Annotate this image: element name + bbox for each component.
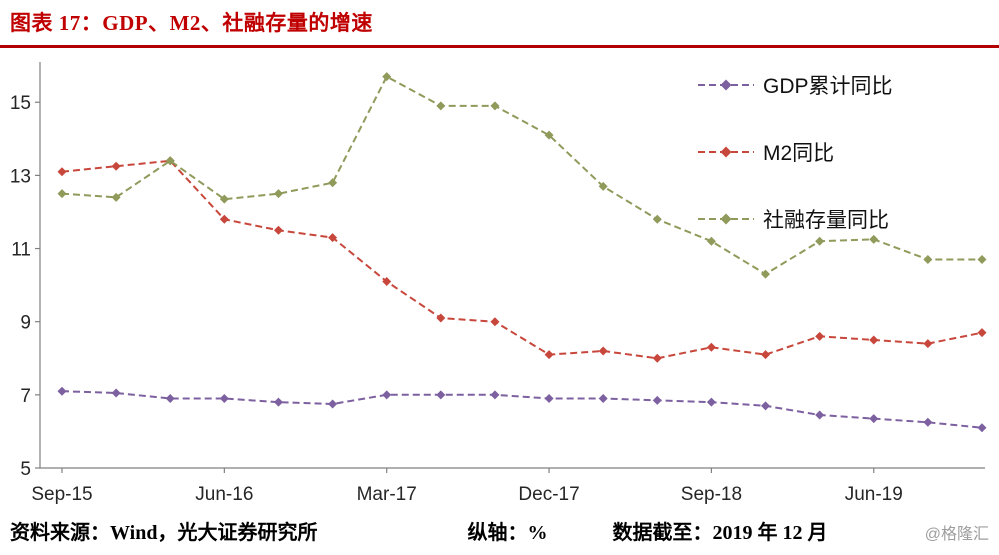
legend-label-gdp: GDP累计同比: [763, 75, 893, 98]
data-point-marker: [165, 394, 175, 404]
data-point-marker: [382, 390, 392, 400]
data-point-marker: [706, 342, 716, 352]
data-point-marker: [815, 331, 825, 341]
legend: GDP累计同比 M2同比 社融存量同比: [698, 70, 893, 234]
y-tick-label: 11: [11, 240, 31, 261]
source-note: 资料来源：Wind，光大证券研究所: [10, 522, 318, 544]
series-0: [57, 386, 987, 433]
data-point-marker: [219, 194, 229, 204]
data-point-marker: [706, 236, 716, 246]
data-point-marker: [111, 192, 121, 202]
data-point-marker: [869, 335, 879, 345]
legend-item-shemrong[interactable]: 社融存量同比: [698, 204, 889, 234]
data-point-marker: [273, 225, 283, 235]
data-point-marker: [598, 181, 608, 191]
data-point-marker: [869, 234, 879, 244]
data-point-marker: [111, 161, 121, 171]
data-point-marker: [165, 156, 175, 166]
x-tick-label: Jun-19: [845, 484, 903, 505]
data-point-marker: [652, 214, 662, 224]
data-point-marker: [977, 255, 987, 265]
y-tick-label: 15: [10, 93, 31, 114]
chart-footer: 资料来源：Wind，光大证券研究所 纵轴：% 数据截至：2019 年 12 月 …: [0, 516, 999, 545]
data-point-marker: [652, 353, 662, 363]
data-point-marker: [382, 72, 392, 82]
data-point-marker: [815, 236, 825, 246]
data-point-marker: [273, 397, 283, 407]
data-point-marker: [219, 394, 229, 404]
data-point-marker: [436, 313, 446, 323]
series-line: [61, 390, 983, 429]
data-point-marker: [869, 414, 879, 424]
data-point-marker: [598, 394, 608, 404]
data-point-marker: [544, 394, 554, 404]
legend-item-gdp[interactable]: GDP累计同比: [698, 70, 893, 100]
data-point-marker: [652, 395, 662, 405]
series-line: [61, 159, 983, 360]
data-point-marker: [328, 399, 338, 409]
legend-label-m2: M2同比: [763, 142, 835, 165]
data-point-marker: [436, 101, 446, 111]
data-point-marker: [490, 101, 500, 111]
y-tick-label: 5: [20, 459, 31, 480]
data-cutoff-note: 数据截至：2019 年 12 月: [612, 522, 828, 544]
x-tick-label: Sep-18: [681, 484, 742, 505]
data-point-marker: [544, 130, 554, 140]
chart-title: 图表 17：GDP、M2、社融存量的增速: [10, 11, 373, 35]
y-tick-label: 7: [20, 386, 31, 407]
data-point-marker: [706, 397, 716, 407]
chart-header: 图表 17：GDP、M2、社融存量的增速: [0, 0, 999, 48]
data-point-marker: [490, 317, 500, 327]
x-tick-label: Mar-17: [357, 484, 417, 505]
data-point-marker: [923, 255, 933, 265]
social-financing-line-marker-icon: [698, 213, 754, 225]
series-2: [57, 72, 987, 279]
data-point-marker: [57, 386, 67, 396]
data-point-marker: [544, 350, 554, 360]
gdp-line-marker-icon: [698, 79, 754, 91]
data-point-marker: [57, 167, 67, 177]
y-tick-label: 9: [20, 313, 31, 334]
data-point-marker: [490, 390, 500, 400]
x-tick-label: Dec-17: [518, 484, 579, 505]
series-line: [61, 75, 982, 276]
data-point-marker: [111, 388, 121, 398]
data-point-marker: [923, 339, 933, 349]
x-tick-label: Sep-15: [31, 484, 92, 505]
data-point-marker: [328, 233, 338, 243]
data-point-marker: [57, 189, 67, 199]
data-point-marker: [761, 401, 771, 411]
data-point-marker: [923, 417, 933, 427]
data-point-marker: [382, 276, 392, 286]
data-point-marker: [761, 269, 771, 279]
legend-label-social-financing: 社融存量同比: [763, 209, 889, 232]
x-tick-label: Jun-16: [195, 484, 253, 505]
data-point-marker: [273, 189, 283, 199]
watermark: @格隆汇: [924, 526, 989, 543]
data-point-marker: [977, 328, 987, 338]
data-point-marker: [598, 346, 608, 356]
data-point-marker: [977, 423, 987, 433]
data-point-marker: [815, 410, 825, 420]
axis-unit-note: 纵轴：%: [467, 522, 548, 544]
data-point-marker: [219, 214, 229, 224]
m2-line-marker-icon: [698, 146, 754, 158]
legend-item-m2[interactable]: M2同比: [698, 137, 834, 167]
data-point-marker: [761, 350, 771, 360]
data-point-marker: [436, 390, 446, 400]
data-point-marker: [328, 178, 338, 188]
y-tick-label: 13: [10, 166, 31, 187]
